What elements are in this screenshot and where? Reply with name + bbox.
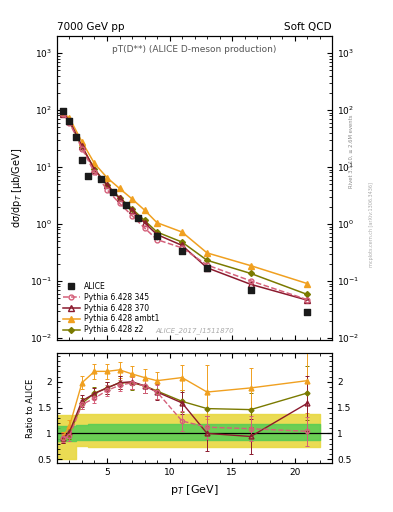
X-axis label: p$_T$ [GeV]: p$_T$ [GeV] [170,483,219,497]
Y-axis label: Ratio to ALICE: Ratio to ALICE [26,379,35,438]
Point [66,117,73,125]
Y-axis label: dσ/dp$_T$ [µb/GeV]: dσ/dp$_T$ [µb/GeV] [10,148,24,228]
Point [73,133,79,141]
Point [248,286,254,294]
Point [204,264,210,272]
Point [135,214,141,222]
Point [97,175,104,183]
Legend: ALICE, Pythia 6.428 345, Pythia 6.428 370, Pythia 6.428 ambt1, Pythia 6.428 z2: ALICE, Pythia 6.428 345, Pythia 6.428 37… [61,280,162,337]
Text: mcplots.cern.ch [arXiv:1306.3436]: mcplots.cern.ch [arXiv:1306.3436] [369,182,374,267]
Text: ALICE_2017_I1511870: ALICE_2017_I1511870 [155,328,234,334]
Point [85,172,92,180]
Point [60,107,66,115]
Point [79,156,85,164]
Point [304,307,310,315]
Point [123,201,129,209]
Point [154,231,160,240]
Text: pT(D**) (ALICE D-meson production): pT(D**) (ALICE D-meson production) [112,45,277,54]
Point [110,188,116,196]
Text: Soft QCD: Soft QCD [285,22,332,32]
Text: Rivet 3.1.10, ≥ 2.6M events: Rivet 3.1.10, ≥ 2.6M events [349,115,354,188]
Point [179,247,185,255]
Text: 7000 GeV pp: 7000 GeV pp [57,22,125,32]
